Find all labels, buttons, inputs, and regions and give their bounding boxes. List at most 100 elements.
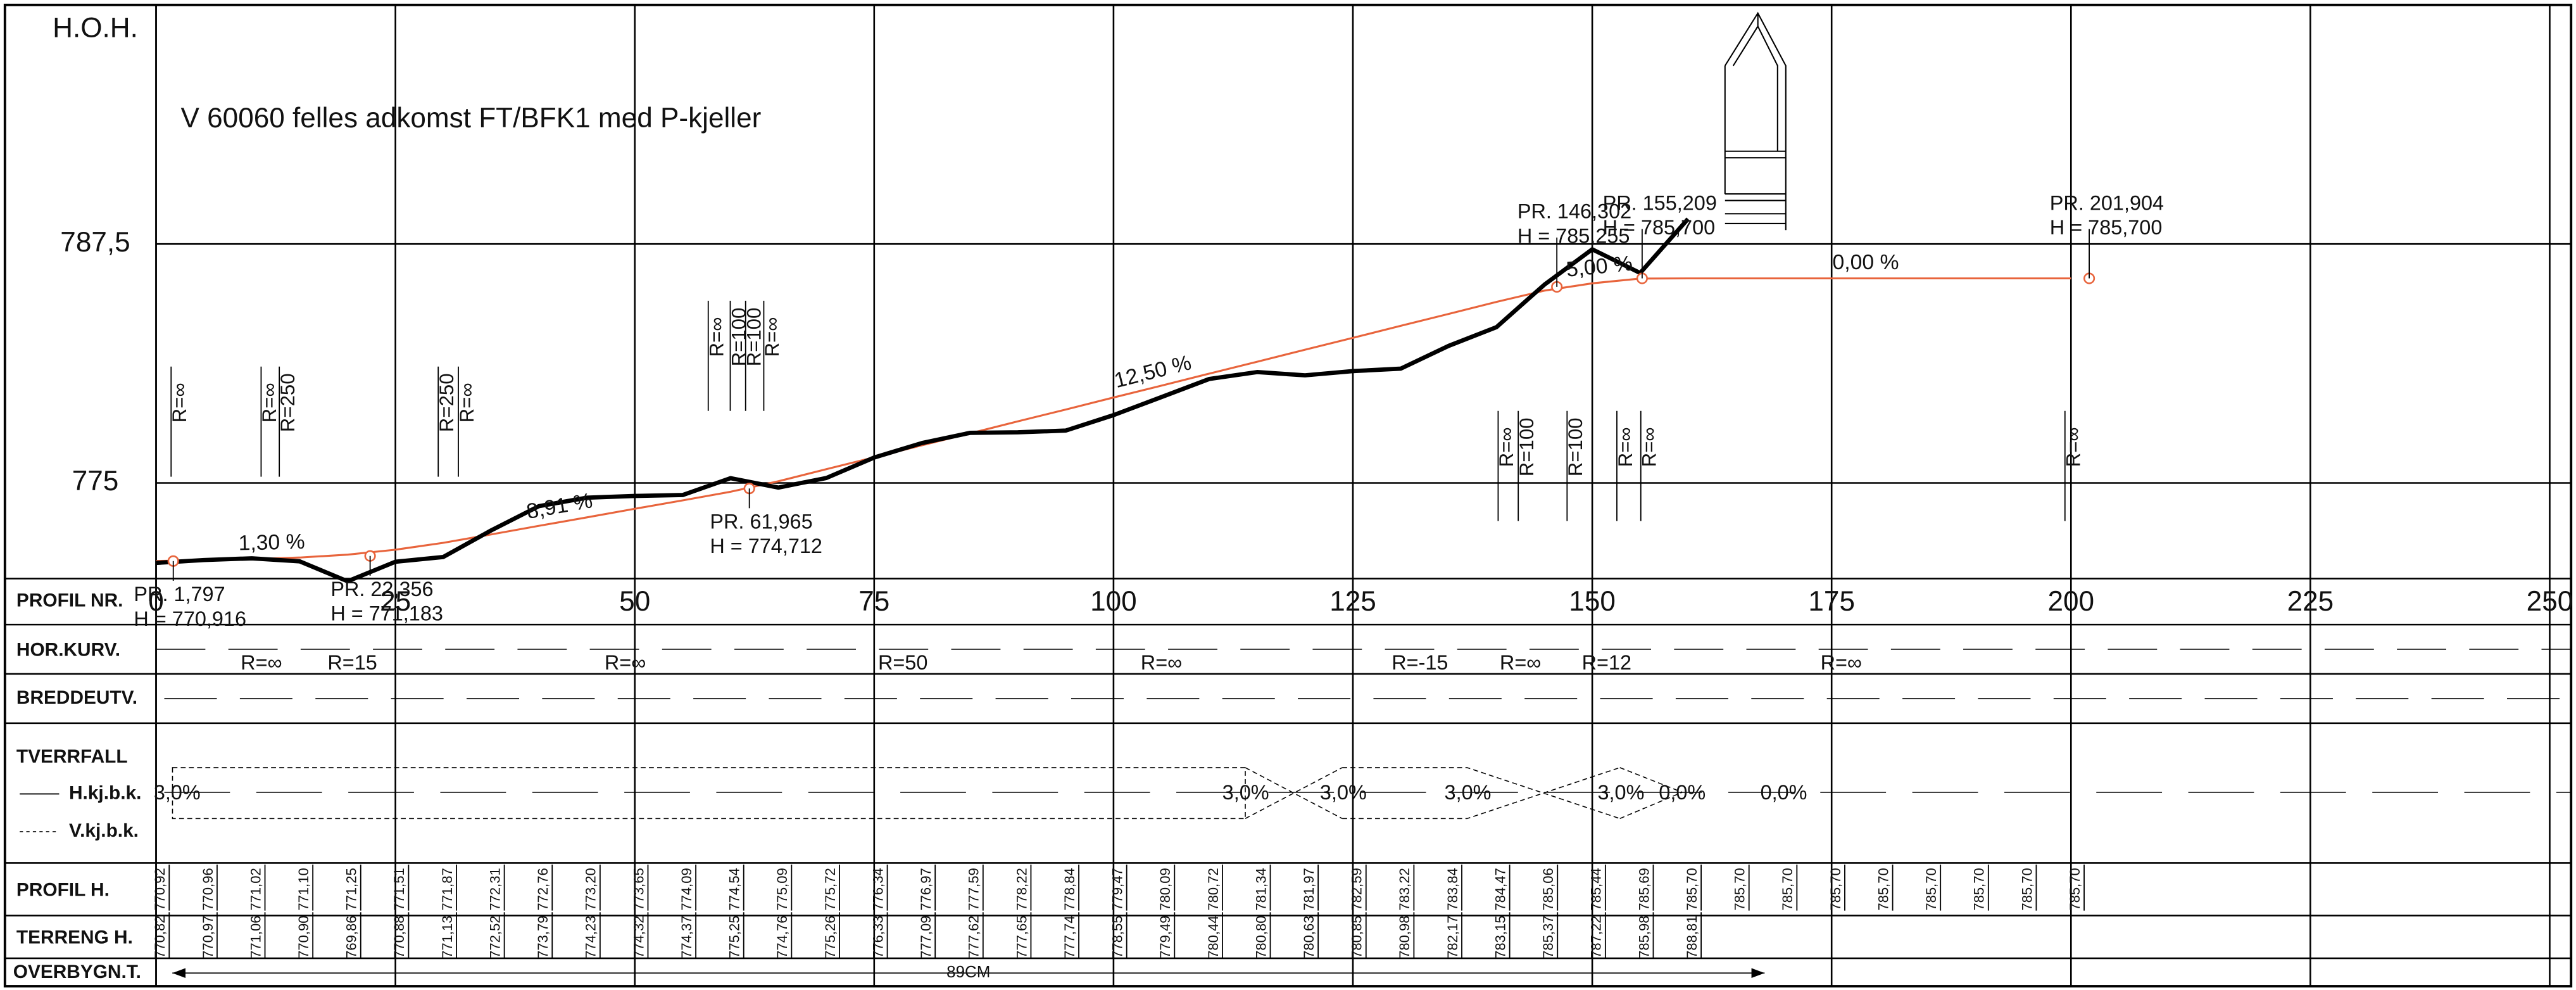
curve-label: R=100 — [1516, 418, 1538, 477]
x-tick-label: 100 — [1090, 586, 1137, 617]
y-tick-label: 787,5 — [60, 227, 130, 258]
chart-title: V 60060 felles adkomst FT/BFK1 med P-kje… — [180, 103, 761, 134]
band-value: 779,49 — [1157, 915, 1173, 958]
band-value: 778,55 — [1110, 915, 1126, 958]
crossfall-label: 0,0% — [1659, 781, 1706, 804]
band-value: 774,76 — [774, 915, 790, 958]
curve-band-label: R=∞ — [1141, 651, 1182, 674]
band-value: 773,20 — [583, 868, 599, 910]
band-value: 780,98 — [1397, 915, 1412, 958]
band-value: 780,09 — [1157, 868, 1173, 910]
x-tick-label: 25 — [380, 586, 411, 617]
band-value: 785,70 — [2019, 868, 2035, 910]
band-value: 772,76 — [535, 868, 551, 910]
vertex-label: PR. 22,356 — [330, 578, 433, 600]
curve-label: R=100 — [1564, 418, 1586, 477]
band-sub-header: V.kj.b.k. — [69, 820, 139, 841]
band-value: 775,09 — [774, 868, 790, 910]
vertex-height: H = 785,255 — [1517, 225, 1630, 248]
band-value: 780,72 — [1205, 868, 1221, 910]
curve-label: R=∞ — [258, 383, 280, 422]
band-value: 780,44 — [1205, 915, 1221, 958]
band-value: 773,79 — [535, 915, 551, 958]
band-header: TVERRFALL — [16, 746, 128, 767]
crossfall-label: 3,0% — [1222, 781, 1269, 804]
vertex-height: H = 770,916 — [134, 607, 246, 630]
curve-band-label: R=∞ — [1821, 651, 1862, 674]
band-value: 770,97 — [200, 915, 216, 958]
band-value: 785,70 — [1828, 868, 1844, 910]
curve-band-label: R=∞ — [241, 651, 282, 674]
x-tick-label: 250 — [2527, 586, 2573, 617]
band-value: 778,22 — [1014, 868, 1029, 910]
vertex-label: PR. 61,965 — [710, 510, 812, 533]
grade-label: 0,00 % — [1832, 250, 1899, 274]
band-value: 771,87 — [439, 868, 455, 910]
band-value: 780,80 — [1253, 915, 1269, 958]
vertex-label: PR. 201,904 — [2050, 191, 2164, 214]
vertex-height: H = 774,712 — [710, 535, 822, 557]
curve-band-label: R=15 — [327, 651, 377, 674]
band-value: 775,72 — [822, 868, 838, 910]
band-value: 785,06 — [1540, 868, 1556, 910]
band-value: 774,23 — [583, 915, 599, 958]
curve-label: R=∞ — [1638, 427, 1661, 467]
x-tick-label: 200 — [2047, 586, 2094, 617]
band-value: 781,34 — [1253, 868, 1269, 910]
curve-label: R=∞ — [706, 317, 728, 357]
band-header: PROFIL H. — [16, 879, 110, 900]
band-value: 772,52 — [487, 915, 503, 958]
band-value: 776,97 — [918, 868, 934, 910]
vertex-height: H = 785,700 — [2050, 216, 2163, 239]
band-value: 771,13 — [439, 915, 455, 958]
x-tick-label: 50 — [619, 586, 650, 617]
crossfall-label: 3,0% — [1445, 781, 1492, 804]
band-value: 770,82 — [152, 915, 168, 958]
vertex-height: H = 785,700 — [1603, 216, 1716, 239]
building-icon — [1724, 11, 1787, 231]
band-value: 769,86 — [344, 915, 360, 958]
crossfall-label: 3,0% — [1598, 781, 1645, 804]
thickness-label: 89CM — [946, 963, 990, 981]
crossfall-box — [172, 767, 1246, 820]
grade-label: 5,00 % — [1565, 251, 1633, 282]
curve-label: R=∞ — [1614, 427, 1637, 467]
grade-label: 1,30 % — [238, 530, 305, 555]
x-tick-label: 225 — [2287, 586, 2334, 617]
band-value: 774,32 — [631, 915, 646, 958]
band-value: 785,98 — [1636, 915, 1652, 958]
band-header: HOR.KURV. — [16, 640, 120, 661]
crossfall-transitions — [1245, 767, 1683, 820]
band-value: 785,70 — [1732, 868, 1748, 910]
grade-label: 12,50 % — [1112, 350, 1193, 393]
band-value: 783,22 — [1397, 868, 1412, 910]
band-value: 785,70 — [1971, 868, 1987, 910]
band-value: 770,96 — [200, 868, 216, 910]
curve-band-label: R=50 — [878, 651, 927, 674]
band-value: 787,22 — [1588, 915, 1604, 958]
curve-label: R=250 — [277, 373, 299, 432]
x-tick-label: 0 — [148, 586, 164, 617]
band-value: 785,69 — [1636, 868, 1652, 910]
band-value: 777,65 — [1014, 915, 1029, 958]
y-axis-label: H.O.H. — [53, 12, 138, 43]
frame — [3, 3, 2573, 987]
curve-band-label: R=∞ — [605, 651, 646, 674]
band-value: 785,70 — [1684, 868, 1700, 910]
curve-label: R=100 — [743, 308, 765, 367]
band-value: 777,09 — [918, 915, 934, 958]
band-value: 780,85 — [1349, 915, 1365, 958]
crossfall-label: 0,0% — [1761, 781, 1807, 804]
band-value: 780,63 — [1301, 915, 1317, 958]
curve-label: R=∞ — [456, 383, 478, 422]
band-value: 785,70 — [1780, 868, 1795, 910]
curve-band-label: R=-15 — [1392, 651, 1448, 674]
curve-label: R=∞ — [761, 317, 783, 357]
curve-label: R=∞ — [2063, 427, 2085, 467]
band-value: 785,70 — [1923, 868, 1939, 910]
band-value: 777,74 — [1062, 915, 1078, 958]
crossfall-label: 3,0% — [154, 781, 201, 804]
